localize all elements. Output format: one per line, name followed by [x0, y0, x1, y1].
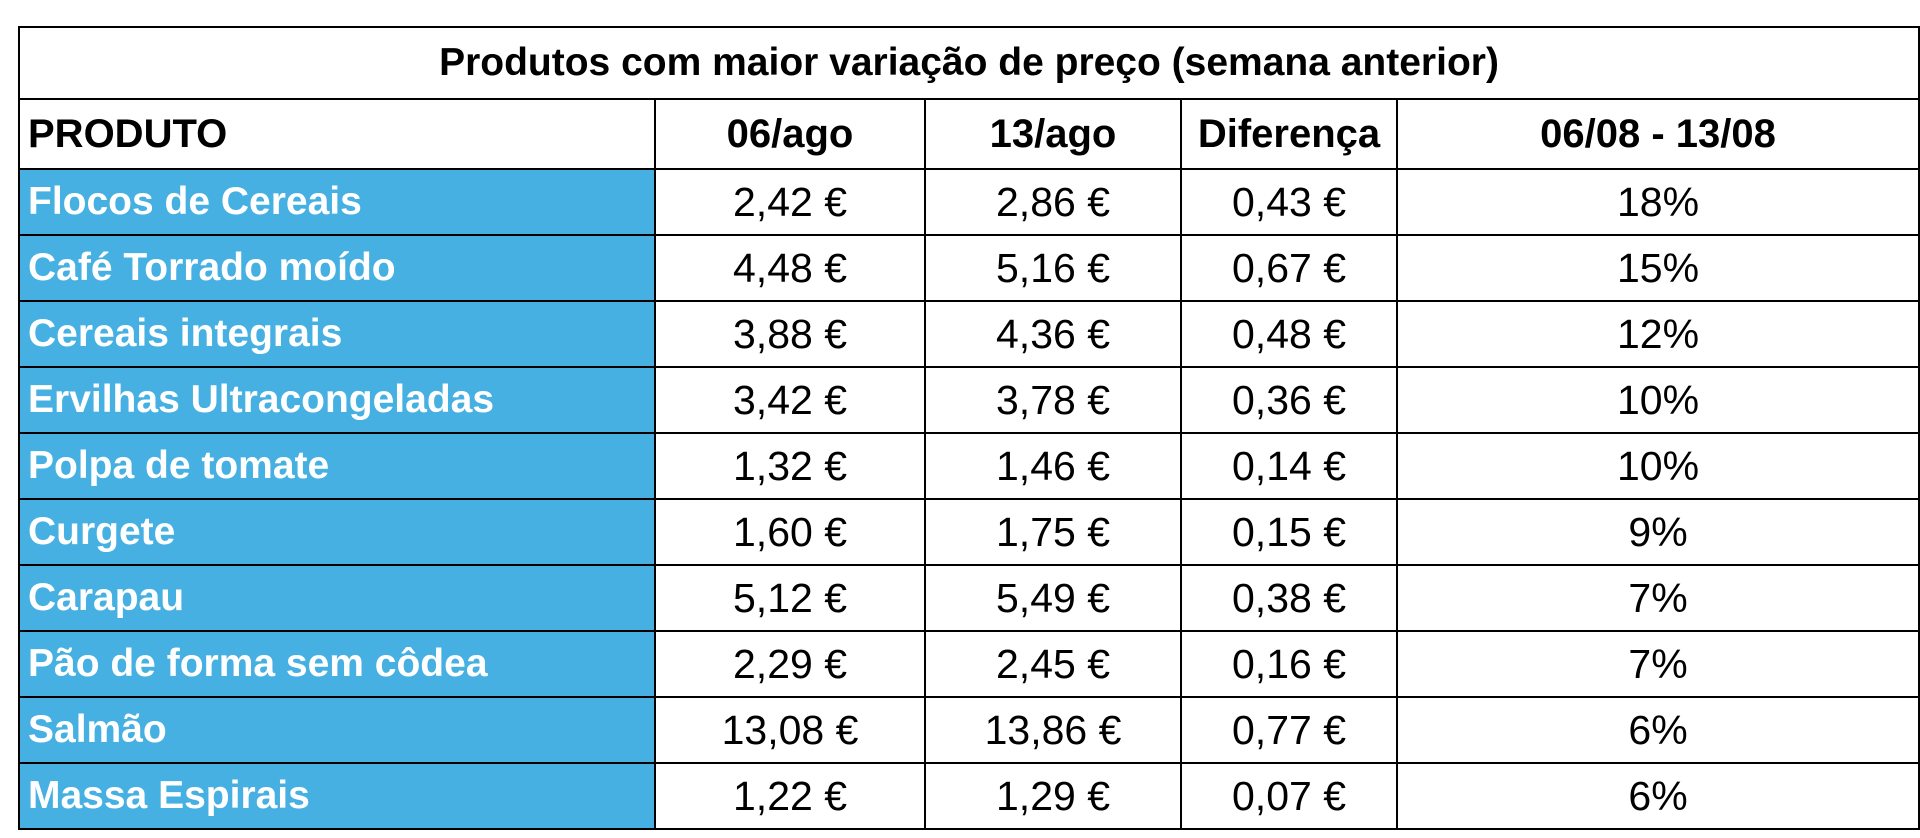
variation-percent: 10% [1395, 366, 1920, 434]
product-name: Ervilhas Ultracongeladas [18, 366, 656, 434]
table-row: Polpa de tomate 1,32 € 1,46 € 0,14 € 10% [18, 432, 1920, 500]
table-row: Cereais integrais 3,88 € 4,36 € 0,48 € 1… [18, 300, 1920, 368]
table-title-row: Produtos com maior variação de preço (se… [17, 26, 1920, 100]
variation-percent: 7% [1395, 564, 1920, 632]
price-06-ago: 5,12 € [654, 564, 926, 632]
table-header-row: PRODUTO 06/ago 13/ago Diferença 06/08 - … [18, 98, 1920, 170]
table-row: Salmão 13,08 € 13,86 € 0,77 € 6% [18, 696, 1920, 764]
price-difference: 0,67 € [1180, 234, 1398, 302]
price-13-ago: 5,16 € [924, 234, 1182, 302]
price-13-ago: 3,78 € [924, 366, 1182, 434]
variation-percent: 15% [1395, 234, 1920, 302]
price-difference: 0,43 € [1180, 168, 1398, 236]
price-difference: 0,16 € [1180, 630, 1398, 698]
price-difference: 0,48 € [1180, 300, 1398, 368]
product-name: Cereais integrais [18, 300, 656, 368]
price-13-ago: 5,49 € [924, 564, 1182, 632]
price-13-ago: 2,86 € [924, 168, 1182, 236]
variation-percent: 6% [1395, 696, 1920, 764]
price-difference: 0,14 € [1180, 432, 1398, 500]
price-variation-table: Produtos com maior variação de preço (se… [17, 26, 1920, 830]
header-price-13-ago: 13/ago [924, 98, 1182, 170]
product-name: Massa Espirais [18, 762, 656, 830]
header-difference: Diferença [1180, 98, 1398, 170]
product-name: Café Torrado moído [18, 234, 656, 302]
header-price-06-ago: 06/ago [654, 98, 926, 170]
product-name: Salmão [18, 696, 656, 764]
product-name: Pão de forma sem côdea [18, 630, 656, 698]
price-13-ago: 13,86 € [924, 696, 1182, 764]
price-13-ago: 4,36 € [924, 300, 1182, 368]
price-13-ago: 1,29 € [924, 762, 1182, 830]
price-06-ago: 2,42 € [654, 168, 926, 236]
price-13-ago: 1,75 € [924, 498, 1182, 566]
price-13-ago: 1,46 € [924, 432, 1182, 500]
price-06-ago: 4,48 € [654, 234, 926, 302]
price-difference: 0,38 € [1180, 564, 1398, 632]
variation-percent: 12% [1395, 300, 1920, 368]
price-variation-sheet: Produtos com maior variação de preço (se… [17, 26, 1920, 832]
product-name: Polpa de tomate [18, 432, 656, 500]
table-row: Pão de forma sem côdea 2,29 € 2,45 € 0,1… [18, 630, 1920, 698]
price-06-ago: 1,60 € [654, 498, 926, 566]
header-variation-percent: 06/08 - 13/08 [1395, 98, 1920, 170]
price-06-ago: 1,32 € [654, 432, 926, 500]
price-06-ago: 3,88 € [654, 300, 926, 368]
table-row: Ervilhas Ultracongeladas 3,42 € 3,78 € 0… [18, 366, 1920, 434]
price-06-ago: 1,22 € [654, 762, 926, 830]
product-name: Curgete [18, 498, 656, 566]
price-difference: 0,36 € [1180, 366, 1398, 434]
variation-percent: 7% [1395, 630, 1920, 698]
price-difference: 0,07 € [1180, 762, 1398, 830]
product-name: Carapau [18, 564, 656, 632]
variation-percent: 18% [1395, 168, 1920, 236]
table-title: Produtos com maior variação de preço (se… [17, 26, 1920, 100]
table-row: Café Torrado moído 4,48 € 5,16 € 0,67 € … [18, 234, 1920, 302]
price-06-ago: 3,42 € [654, 366, 926, 434]
header-product: PRODUTO [18, 98, 656, 170]
price-06-ago: 2,29 € [654, 630, 926, 698]
table-row: Flocos de Cereais 2,42 € 2,86 € 0,43 € 1… [18, 168, 1920, 236]
product-name: Flocos de Cereais [18, 168, 656, 236]
variation-percent: 6% [1395, 762, 1920, 830]
price-06-ago: 13,08 € [654, 696, 926, 764]
variation-percent: 10% [1395, 432, 1920, 500]
price-difference: 0,15 € [1180, 498, 1398, 566]
table-row: Curgete 1,60 € 1,75 € 0,15 € 9% [18, 498, 1920, 566]
price-difference: 0,77 € [1180, 696, 1398, 764]
table-row: Massa Espirais 1,22 € 1,29 € 0,07 € 6% [18, 762, 1920, 830]
variation-percent: 9% [1395, 498, 1920, 566]
price-13-ago: 2,45 € [924, 630, 1182, 698]
table-row: Carapau 5,12 € 5,49 € 0,38 € 7% [18, 564, 1920, 632]
